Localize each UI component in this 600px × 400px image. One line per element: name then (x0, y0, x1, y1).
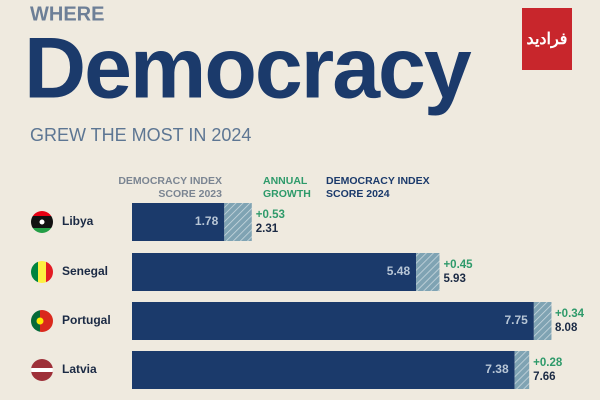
value-label: 7.38 (485, 362, 509, 376)
value-label: +0.45 (443, 259, 473, 271)
total-label: 5.93 (443, 273, 465, 285)
value-label: +0.34 (555, 308, 585, 320)
watermark: فرادید (527, 31, 568, 49)
chart-title: Democracy (24, 21, 472, 117)
flag (31, 359, 53, 381)
legend-entry: DEMOCRACY INDEX SCORE 2023 (118, 175, 222, 200)
total-label: 8.08 (555, 322, 578, 334)
value-label: 7.75 (504, 313, 528, 327)
flag (31, 261, 53, 283)
flag (31, 211, 53, 233)
bar (533, 302, 552, 340)
total-label: 7.66 (533, 371, 555, 383)
bar (132, 302, 534, 340)
value-label: 5.48 (387, 264, 411, 278)
bar (132, 351, 515, 389)
value-label: 1.78 (195, 214, 219, 228)
value-label: +0.28 (533, 357, 563, 369)
bar (514, 351, 530, 389)
bar (416, 253, 440, 291)
watermark-badge (522, 8, 572, 70)
flag (31, 310, 53, 332)
subtitle: GREW THE MOST IN 2024 (30, 125, 251, 145)
pretitle: WHERE (30, 3, 104, 25)
bar (132, 203, 225, 241)
value-label: +0.53 (256, 209, 285, 221)
category-label: Portugal (62, 313, 111, 327)
legend-entry: DEMOCRACY INDEX SCORE 2024 (326, 175, 430, 200)
category-label: Latvia (62, 362, 97, 376)
bar (132, 253, 417, 291)
category-label: Senegal (62, 264, 108, 278)
category-label: Libya (62, 214, 94, 228)
legend-entry: ANNUAL GROWTH (263, 175, 311, 200)
bar (224, 203, 252, 241)
total-label: 2.31 (256, 223, 279, 235)
